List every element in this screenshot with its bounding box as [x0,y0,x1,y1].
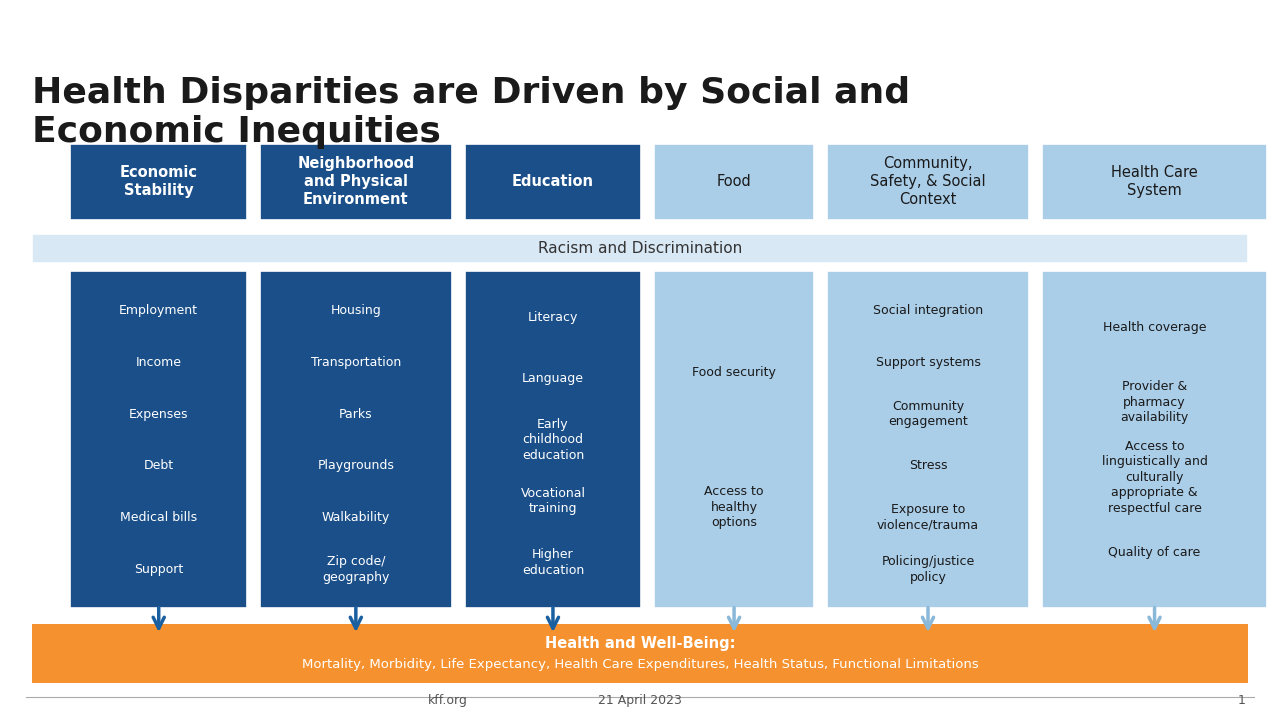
FancyBboxPatch shape [827,144,1029,220]
FancyBboxPatch shape [465,271,641,608]
Text: Debt: Debt [143,459,174,472]
Text: kff.org: kff.org [428,694,468,707]
Text: Food: Food [717,174,751,189]
FancyBboxPatch shape [70,144,247,220]
Text: Literacy: Literacy [527,311,579,324]
FancyBboxPatch shape [1042,271,1267,608]
FancyBboxPatch shape [827,271,1029,608]
Text: Playgrounds: Playgrounds [317,459,394,472]
FancyBboxPatch shape [260,271,452,608]
Text: Access to
healthy
options: Access to healthy options [704,485,764,529]
Text: Health coverage: Health coverage [1103,321,1206,334]
Text: Access to
linguistically and
culturally
appropriate &
respectful care: Access to linguistically and culturally … [1102,440,1207,515]
Text: Zip code/
geography: Zip code/ geography [323,555,389,584]
FancyBboxPatch shape [654,271,814,608]
Text: Higher
education: Higher education [522,548,584,577]
Text: Parks: Parks [339,408,372,420]
Text: Expenses: Expenses [129,408,188,420]
Text: Health Care
System: Health Care System [1111,166,1198,198]
Text: Early
childhood
education: Early childhood education [522,418,584,462]
Text: Social integration: Social integration [873,304,983,317]
Text: Income: Income [136,356,182,369]
FancyBboxPatch shape [465,144,641,220]
Text: Mortality, Morbidity, Life Expectancy, Health Care Expenditures, Health Status, : Mortality, Morbidity, Life Expectancy, H… [302,658,978,671]
Text: Neighborhood
and Physical
Environment: Neighborhood and Physical Environment [297,156,415,207]
Text: Employment: Employment [119,304,198,317]
Text: 21 April 2023: 21 April 2023 [598,694,682,707]
Text: Support systems: Support systems [876,356,980,369]
Text: Racism and Discrimination: Racism and Discrimination [538,241,742,256]
Text: Exposure to
violence/trauma: Exposure to violence/trauma [877,503,979,532]
Text: Health and Well-Being:: Health and Well-Being: [545,636,735,650]
Text: Provider &
pharmacy
availability: Provider & pharmacy availability [1120,380,1189,425]
Text: Community
engagement: Community engagement [888,400,968,428]
Text: Economic
Stability: Economic Stability [120,166,197,198]
Text: Education: Education [512,174,594,189]
Text: Stress: Stress [909,459,947,472]
Text: Walkability: Walkability [321,511,390,524]
Text: Community,
Safety, & Social
Context: Community, Safety, & Social Context [870,156,986,207]
FancyBboxPatch shape [70,271,247,608]
Text: Vocational
training: Vocational training [521,487,585,516]
FancyBboxPatch shape [654,144,814,220]
Text: Policing/justice
policy: Policing/justice policy [882,555,974,584]
Text: Quality of care: Quality of care [1108,546,1201,559]
Text: Medical bills: Medical bills [120,511,197,524]
Text: Housing: Housing [330,304,381,317]
Text: Food security: Food security [692,366,776,379]
Text: Health Disparities are Driven by Social and
Economic Inequities: Health Disparities are Driven by Social … [32,76,910,149]
FancyBboxPatch shape [1042,144,1267,220]
FancyBboxPatch shape [260,144,452,220]
Text: 1: 1 [1238,694,1245,707]
FancyBboxPatch shape [32,624,1248,683]
Text: Support: Support [134,563,183,576]
Text: Language: Language [522,372,584,385]
Text: Transportation: Transportation [311,356,401,369]
FancyBboxPatch shape [32,234,1248,263]
